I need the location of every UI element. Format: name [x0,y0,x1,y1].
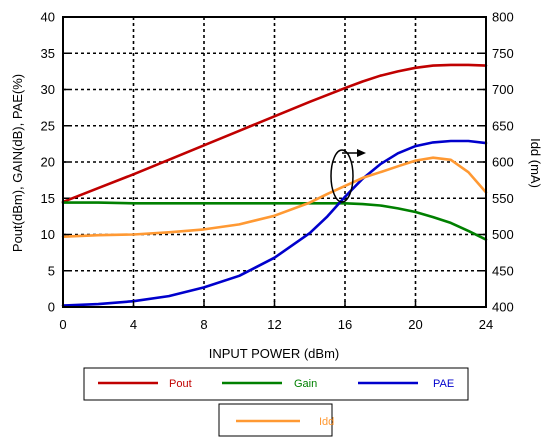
series-line-idd [61,156,488,238]
y-tick-label: 0 [48,300,55,315]
legend-label-idd: Idd [319,416,334,428]
y-tick-label: 40 [41,10,55,25]
y2-axis-title: Idd (mA) [528,138,543,188]
y2-tick-label: 450 [492,263,514,278]
y-tick-label: 10 [41,227,55,242]
y2-tick-label: 750 [492,46,514,61]
y2-tick-label: 700 [492,82,514,97]
series-line-pae [61,139,488,307]
y-axis-title: Pout(dBm), GAIN(dB), PAE(%) [10,74,25,252]
y-tick-label: 5 [48,263,55,278]
tick-labels: 0 4 8 12 16 20 24 0 5 10 15 20 25 30 35 40 400 450 500 550 6… [41,10,514,333]
y-tick-label: 25 [41,118,55,133]
x-tick-label: 24 [479,317,493,332]
x-axis-title: INPUT POWER (dBm) [209,346,340,361]
legend-label-gain: Gain [294,378,317,390]
legend-label-pout: Pout [169,378,192,390]
annotation [330,149,366,203]
y-tick-label: 15 [41,191,55,206]
annotation-arrowhead [357,149,366,157]
y2-tick-label: 550 [492,191,514,206]
y2-tick-label: 650 [492,118,514,133]
legend: Pout Gain PAE Idd [83,367,469,437]
y-tick-label: 35 [41,46,55,61]
grid [63,17,486,307]
series-line-pout [61,63,488,204]
x-tick-label: 20 [408,317,422,332]
y2-tick-label: 600 [492,155,514,170]
legend-label-pae: PAE [433,378,454,390]
y-tick-label: 20 [41,155,55,170]
y2-tick-label: 800 [492,10,514,25]
y2-tick-label: 500 [492,227,514,242]
x-tick-label: 0 [59,317,66,332]
annotation-ellipse [330,149,354,203]
y2-tick-label: 400 [492,300,514,315]
series-lines [61,63,488,307]
x-tick-label: 16 [338,317,352,332]
x-tick-label: 4 [130,317,137,332]
x-tick-label: 8 [200,317,207,332]
x-tick-label: 12 [267,317,281,332]
series-line-gain [61,201,488,241]
y-tick-label: 30 [41,82,55,97]
